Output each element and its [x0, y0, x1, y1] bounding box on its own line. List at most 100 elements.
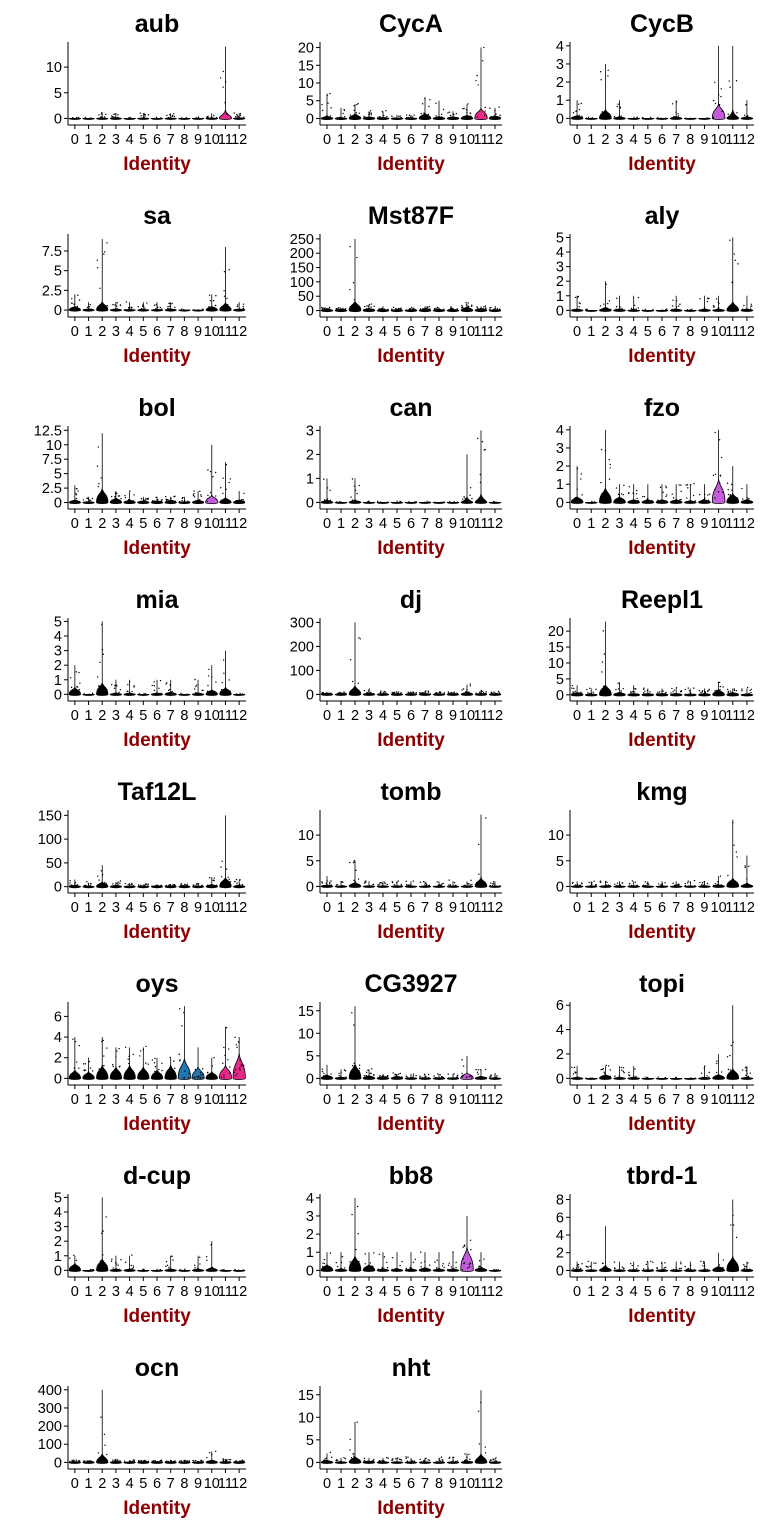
data-point [340, 1460, 342, 1462]
x-tick-label: 3 [112, 1476, 120, 1492]
data-point [465, 1076, 467, 1078]
x-tick-label: 2 [601, 132, 609, 148]
data-point [350, 496, 352, 498]
x-tick-label: 6 [407, 1092, 415, 1108]
data-point [703, 309, 706, 311]
x-tick-label: 12 [739, 900, 755, 916]
x-tick-label: 2 [98, 708, 106, 724]
violin-1 [82, 693, 95, 696]
data-point [466, 692, 468, 694]
x-tick-label: 1 [337, 900, 345, 916]
data-point [167, 689, 170, 692]
data-point [747, 500, 749, 502]
data-point [577, 693, 579, 695]
data-point [129, 1076, 131, 1079]
data-point [324, 499, 326, 501]
data-point [615, 688, 617, 691]
data-point [353, 1024, 355, 1026]
data-point [129, 1072, 131, 1075]
x-tick-label: 1 [587, 1284, 595, 1300]
data-point [363, 1457, 366, 1459]
data-point [593, 501, 596, 503]
data-point [184, 1070, 186, 1072]
x-tick-label: 6 [658, 900, 666, 916]
data-point [573, 1066, 576, 1069]
data-point [684, 884, 687, 887]
data-point [589, 692, 591, 695]
data-point [716, 1266, 718, 1269]
data-point [172, 500, 174, 503]
violin-2 [348, 1255, 362, 1272]
data-point [732, 1214, 734, 1216]
data-point [355, 692, 358, 694]
y-tick-label: 2 [556, 274, 564, 290]
data-point [92, 1269, 95, 1271]
data-point [198, 1256, 201, 1259]
x-tick-label: 3 [365, 1284, 373, 1300]
data-point [117, 883, 119, 886]
data-point [477, 1073, 479, 1075]
data-point [223, 1046, 225, 1049]
data-point [114, 492, 117, 494]
data-point [464, 309, 466, 311]
data-point [240, 500, 243, 503]
data-point [665, 1266, 667, 1269]
violin-12 [488, 501, 502, 504]
data-point [200, 1074, 202, 1076]
data-point [729, 305, 731, 307]
data-point [646, 689, 649, 692]
data-point [364, 880, 366, 882]
data-point [479, 473, 482, 476]
data-point [119, 885, 121, 887]
y-tick-label: 4 [556, 423, 564, 439]
y-tick-label: 5 [306, 1433, 314, 1449]
data-point [99, 1460, 102, 1462]
data-point [410, 115, 412, 118]
data-point [673, 693, 676, 695]
data-point [358, 1064, 361, 1066]
data-point [423, 308, 425, 310]
data-point [735, 79, 738, 82]
data-point [750, 688, 753, 691]
x-tick-label: 2 [601, 708, 609, 724]
data-point [742, 1268, 745, 1271]
data-point [84, 1069, 87, 1072]
data-point [199, 1263, 201, 1265]
data-point [714, 497, 716, 499]
data-point [461, 1076, 463, 1078]
data-point [746, 1072, 748, 1074]
x-tick-label: 5 [139, 1284, 147, 1300]
x-tick-label: 6 [153, 132, 161, 148]
data-point [365, 1075, 368, 1077]
data-point [356, 883, 359, 886]
x-tick-label: 9 [194, 1284, 202, 1300]
data-point [146, 1076, 148, 1079]
data-point [413, 307, 415, 310]
data-point [197, 885, 199, 887]
violin-7 [164, 308, 177, 312]
data-point [157, 1460, 159, 1463]
data-point [77, 490, 79, 492]
data-point [363, 1074, 366, 1077]
data-point [490, 1074, 492, 1076]
data-point [661, 884, 664, 886]
y-tick-label: 50 [298, 289, 314, 305]
data-point [143, 113, 145, 115]
data-point [703, 497, 706, 500]
data-point [198, 1461, 200, 1463]
data-point [356, 1421, 358, 1423]
data-point [719, 482, 721, 484]
data-point [577, 500, 580, 503]
data-point [637, 1265, 639, 1267]
data-point [464, 117, 466, 119]
data-point [743, 1267, 746, 1270]
data-point [186, 693, 188, 695]
data-point [498, 693, 500, 695]
data-point [146, 498, 149, 500]
data-point [229, 883, 231, 885]
data-point [436, 306, 439, 309]
data-point [578, 108, 581, 111]
data-point [435, 693, 437, 695]
data-point [117, 114, 119, 116]
data-point [704, 1065, 706, 1067]
